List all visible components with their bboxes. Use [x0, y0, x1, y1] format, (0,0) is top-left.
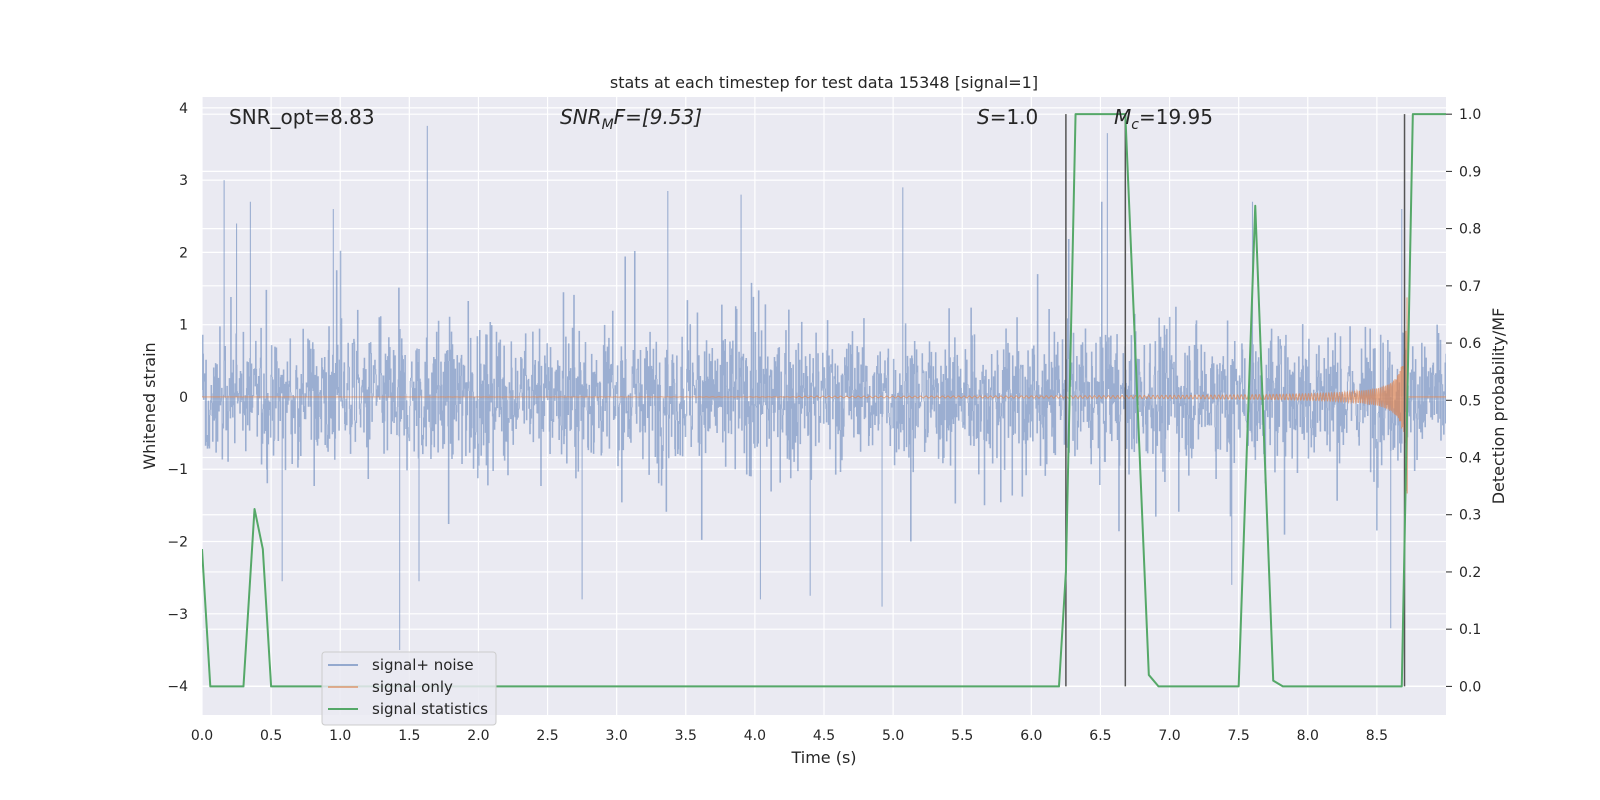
annotation-mc: Mc=19.95	[1114, 105, 1213, 133]
x-tick-label: 5.5	[951, 728, 973, 744]
y-right-tick-label: 0.1	[1459, 622, 1481, 638]
signal-statistics-line	[202, 113, 1446, 688]
y-tick-label: −4	[167, 679, 188, 695]
y-tick-label: 4	[179, 101, 188, 117]
snr-mf-sub: M	[602, 117, 614, 133]
signal-statistics-series	[202, 113, 1446, 688]
y-right-tick-label: 0.5	[1459, 393, 1481, 409]
s-base: S	[977, 105, 990, 129]
y-tick-labels: 4 3 2 1 0 −1 −2 −3 −4	[167, 101, 188, 695]
x-tick-label: 2.5	[536, 728, 558, 744]
x-tick-label: 1.0	[329, 728, 351, 744]
y-tick-label: 3	[179, 173, 188, 189]
y-right-tick-label: 0.2	[1459, 565, 1481, 581]
x-tick-label: 0.5	[260, 728, 282, 744]
legend-label-stats: signal statistics	[372, 700, 488, 718]
y-right-tick-label: 0.7	[1459, 279, 1481, 295]
x-tick-label: 5.0	[882, 728, 904, 744]
x-tick-label: 1.5	[398, 728, 420, 744]
y-right-tick-label: 0.9	[1459, 164, 1481, 180]
x-tick-label: 6.0	[1020, 728, 1042, 744]
x-tick-label: 8.5	[1366, 728, 1388, 744]
legend-label-noise: signal+ noise	[372, 656, 474, 674]
y-right-tick-label: 0.0	[1459, 679, 1481, 695]
legend-box	[321, 651, 497, 726]
y-right-tick-label: 0.8	[1459, 222, 1481, 238]
snr-mf-base: SNR	[560, 105, 602, 129]
x-tick-label: 3.5	[675, 728, 697, 744]
x-tick-label: 7.5	[1228, 728, 1250, 744]
x-tick-label: 0.0	[191, 728, 213, 744]
y-tick-label: −3	[167, 607, 188, 623]
x-tick-label: 4.0	[744, 728, 766, 744]
snr-mf-rest: F=[9.53]	[614, 105, 702, 129]
mc-base: M	[1114, 105, 1131, 129]
y-right-tick-label: 0.6	[1459, 336, 1481, 352]
y-tick-label: 0	[179, 390, 188, 406]
annotation-snr-mf: SNRMF=[9.53]	[560, 105, 702, 133]
x-tick-label: 8.0	[1297, 728, 1319, 744]
x-tick-label: 4.5	[813, 728, 835, 744]
x-tick-labels: 0.0 0.5 1.0 1.5 2.0 2.5 3.0 3.5 4.0 4.5 5.0 5.5 6.0 6…	[191, 728, 1388, 744]
x-tick-label: 3.0	[606, 728, 628, 744]
y-right-tick-labels: 1.0 0.9 0.8 0.7 0.6 0.5 0.4 0.3 0.2 0.1 0.0	[1446, 107, 1481, 695]
x-tick-label: 7.0	[1158, 728, 1180, 744]
y-right-tick-label: 0.4	[1459, 451, 1481, 467]
y-tick-label: 1	[179, 318, 188, 334]
x-tick-label: 2.0	[467, 728, 489, 744]
annotation-s: S=1.0	[977, 105, 1038, 129]
y-right-axis-label: Detection probability/MF	[1489, 308, 1508, 505]
y-tick-label: −2	[167, 535, 188, 551]
x-axis-label: Time (s)	[790, 748, 856, 767]
mc-rest: =19.95	[1139, 105, 1213, 129]
x-tick-label: 6.5	[1089, 728, 1111, 744]
y-right-tick-label: 1.0	[1459, 107, 1481, 123]
chart-title: stats at each timestep for test data 153…	[610, 73, 1038, 92]
legend-label-signal: signal only	[372, 678, 453, 696]
s-rest: =1.0	[990, 105, 1039, 129]
signal-plus-noise-line	[202, 125, 1446, 650]
signal-only-series	[202, 297, 1446, 494]
annotation-snr-opt: SNR_opt=8.83	[229, 105, 375, 129]
y-tick-label: 2	[179, 245, 188, 261]
mc-sub: c	[1131, 117, 1139, 133]
signal-plus-noise-series	[202, 125, 1446, 650]
signal-only-line	[202, 297, 1446, 494]
y-tick-label: −1	[167, 462, 188, 478]
y-axis-label: Whitened strain	[140, 342, 159, 469]
y-right-tick-label: 0.3	[1459, 508, 1481, 524]
legend: signal+ noise signal only signal statist…	[321, 651, 497, 726]
